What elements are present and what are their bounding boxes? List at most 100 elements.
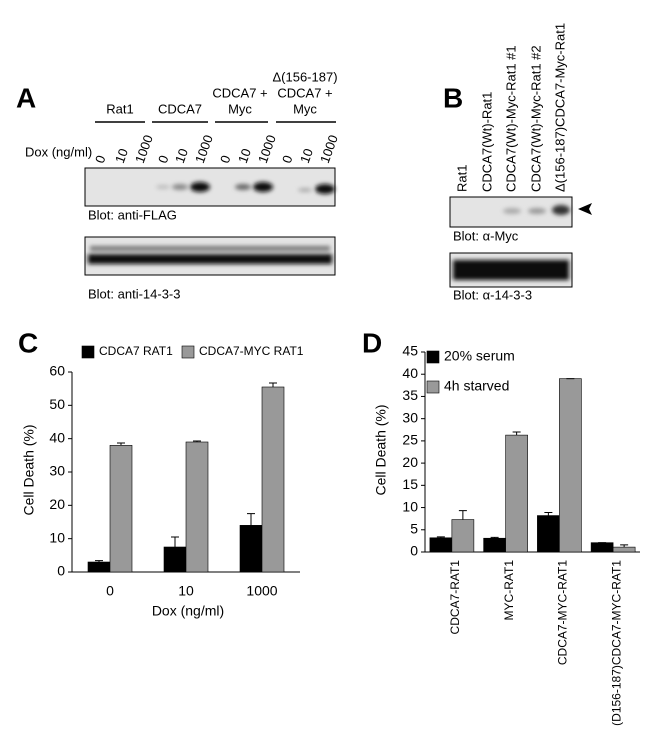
lane-label: 1000	[132, 133, 156, 165]
x-tick-label: 1000	[246, 583, 277, 599]
bar	[429, 537, 453, 553]
bar	[451, 519, 475, 553]
lane-label: CDCA7(Wt)-Myc-Rat1 #1	[503, 45, 518, 192]
lane-label: 0	[279, 153, 296, 165]
bar	[239, 525, 263, 573]
legend-label: 20% serum	[444, 348, 515, 364]
dox-label: Dox (ng/ml)	[25, 144, 92, 159]
legend-label: CDCA7-MYC RAT1	[199, 344, 304, 358]
error-bar	[269, 382, 277, 387]
y-tick-label: 50	[49, 396, 65, 412]
y-tick-label: 35	[402, 387, 418, 403]
blot-label: Blot: anti-FLAG	[88, 207, 177, 222]
arrow	[578, 203, 592, 215]
lane-label: 10	[112, 146, 131, 165]
y-tick-label: 25	[402, 432, 418, 448]
lane-label: Δ(156-187)CDCA7-Myc-Rat1	[552, 23, 567, 192]
lane-label: 1000	[317, 133, 341, 165]
error-bar	[544, 511, 553, 516]
panel-label: A	[16, 82, 36, 113]
error-bar	[193, 440, 201, 442]
blot-bands	[503, 205, 570, 215]
legend-swatch	[426, 380, 440, 394]
y-tick-label: 0	[57, 563, 65, 579]
error-bar	[117, 442, 125, 446]
lane-label: 1000	[192, 133, 216, 165]
group-label: CDCA7 +	[212, 85, 267, 100]
y-tick-label: 60	[49, 363, 65, 379]
bar	[559, 378, 582, 553]
y-axis-label: Cell Death (%)	[21, 424, 37, 515]
y-tick-label: 40	[49, 429, 65, 445]
blot-label: Blot: α-Myc	[453, 228, 519, 243]
lane-label: CDCA7(Wt)-Myc-Rat1 #2	[528, 45, 543, 192]
lane-label: 10	[297, 146, 316, 165]
group-label: CDCA7 +	[277, 85, 332, 100]
y-tick-label: 15	[402, 476, 418, 492]
group-label: Myc	[228, 101, 252, 116]
bar	[483, 537, 506, 553]
blot-bands	[156, 182, 335, 194]
y-tick-label: 40	[402, 365, 418, 381]
legend-swatch	[181, 345, 195, 359]
x-tick-label: MYC-RAT1	[502, 560, 516, 621]
legend-swatch	[81, 345, 95, 359]
group-label: Rat1	[106, 101, 133, 116]
x-tick-label: CDCA7-RAT1	[448, 560, 462, 635]
legend-label: 4h starved	[444, 378, 509, 394]
lane-label: Rat1	[454, 165, 469, 192]
panel-label: B	[443, 82, 463, 113]
group-label: Δ(156-187)	[272, 69, 337, 84]
y-tick-label: 20	[402, 454, 418, 470]
bar	[505, 434, 528, 553]
lane-label: 10	[235, 146, 254, 165]
blot-bands	[88, 246, 332, 264]
lane-label: 0	[155, 153, 172, 165]
error-bar	[436, 536, 445, 538]
y-tick-label: 30	[49, 463, 65, 479]
panel-label: C	[18, 327, 38, 358]
bar	[537, 515, 560, 553]
bar	[590, 542, 614, 553]
legend-swatch	[426, 350, 440, 364]
bar	[109, 445, 133, 573]
group-label: CDCA7	[158, 101, 202, 116]
x-tick-label: (D156-187)CDCA7-MYC-RAT1	[609, 560, 623, 726]
x-tick-label: 10	[178, 583, 194, 599]
blot-label: Blot: α-14-3-3	[453, 287, 532, 302]
y-tick-label: 5	[410, 520, 418, 536]
lane-label: 1000	[255, 133, 279, 165]
blot-label: Blot: anti-14-3-3	[88, 286, 181, 301]
bar	[87, 561, 111, 573]
lane-label: 0	[92, 153, 109, 165]
legend-label: CDCA7 RAT1	[99, 344, 173, 358]
y-tick-label: 10	[402, 498, 418, 514]
blot-bands	[453, 260, 569, 280]
y-tick-label: 20	[49, 496, 65, 512]
group-label: Myc	[293, 101, 317, 116]
y-tick-label: 0	[410, 543, 418, 559]
bar	[261, 386, 285, 573]
y-tick-label: 30	[402, 409, 418, 425]
lane-label: CDCA7(Wt)-Rat1	[479, 92, 494, 192]
y-axis-label: Cell Death (%)	[373, 404, 389, 495]
error-bar	[458, 510, 467, 520]
bar	[163, 546, 187, 573]
y-tick-label: 45	[402, 343, 418, 359]
x-tick-label: 0	[106, 583, 114, 599]
panel-label: D	[362, 327, 382, 358]
error-bar	[171, 536, 179, 547]
bar	[612, 546, 636, 553]
error-bar	[490, 536, 499, 539]
x-axis-label: Dox (ng/ml)	[152, 603, 224, 619]
bar	[185, 441, 209, 573]
error-bar	[512, 431, 521, 436]
error-bar	[620, 544, 629, 548]
lane-label: 10	[172, 146, 191, 165]
x-tick-label: CDCA7-MYC-RAT1	[556, 560, 570, 665]
error-bar	[95, 560, 103, 562]
y-tick-label: 10	[49, 529, 65, 545]
lane-label: 0	[217, 153, 234, 165]
error-bar	[247, 513, 255, 526]
